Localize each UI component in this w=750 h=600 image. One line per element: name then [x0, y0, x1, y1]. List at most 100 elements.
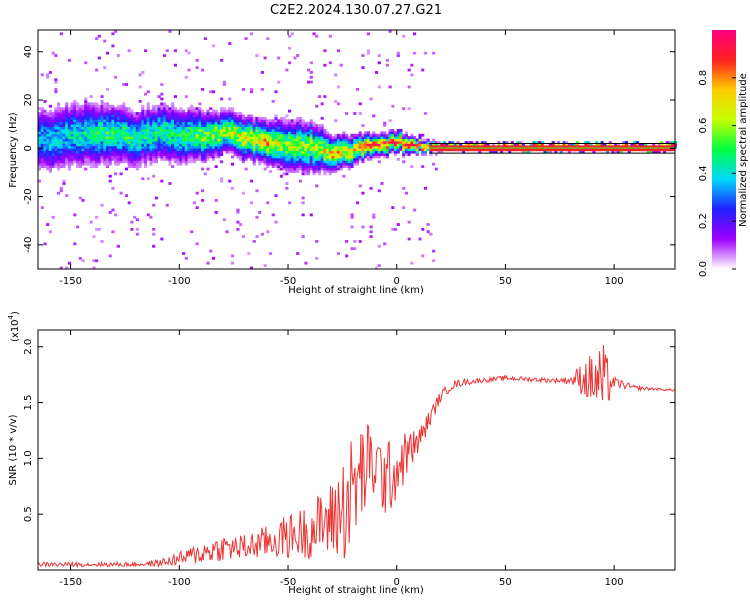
heatmap-cell: [383, 145, 387, 149]
heatmap-cell: [73, 109, 77, 113]
heatmap-cell: [369, 155, 373, 159]
heatmap-cell: [100, 240, 104, 243]
heatmap-cell: [141, 124, 145, 127]
heatmap-cell: [519, 143, 523, 147]
heatmap-cell: [347, 145, 351, 149]
heatmap-cell: [171, 109, 175, 113]
heatmap-cell: [54, 121, 58, 125]
heatmap-cell: [119, 104, 123, 108]
heatmap-cell: [369, 97, 373, 101]
heatmap-cell: [266, 157, 270, 161]
heatmap-cell: [160, 136, 164, 140]
heatmap-cell: [192, 148, 197, 152]
y-tick-label: 0: [23, 145, 34, 151]
heatmap-cell: [95, 259, 99, 263]
heatmap-cell: [122, 124, 126, 127]
heatmap-cell: [350, 215, 354, 219]
heatmap-cell: [233, 150, 237, 154]
heatmap-cell: [173, 128, 177, 132]
heatmap-cell: [138, 133, 142, 137]
heatmap-cell: [81, 157, 85, 161]
heatmap-cell: [198, 109, 202, 113]
heatmap-cell: [236, 150, 240, 154]
heatmap-cell: [122, 109, 126, 113]
heatmap-cell: [97, 104, 101, 108]
heatmap-cell: [211, 157, 216, 161]
heatmap-cell: [236, 124, 240, 127]
heatmap-cell: [114, 143, 118, 147]
heatmap-cell: [274, 128, 278, 132]
heatmap-cell: [312, 124, 316, 127]
heatmap-cell: [59, 131, 63, 135]
heatmap-cell: [119, 153, 123, 156]
heatmap-cell: [203, 114, 207, 118]
heatmap-cell: [116, 141, 120, 144]
heatmap-cell: [203, 136, 207, 140]
heatmap-cell: [358, 145, 362, 149]
heatmap-cell: [249, 114, 254, 118]
heatmap-cell: [76, 107, 80, 111]
heatmap-cell: [285, 182, 289, 185]
heatmap-cell: [84, 109, 88, 113]
heatmap-cell: [358, 133, 362, 137]
heatmap-cell: [103, 138, 107, 142]
heatmap-cell: [255, 189, 259, 193]
heatmap-cell: [334, 119, 338, 123]
heatmap-cell: [133, 138, 137, 142]
heatmap-cell: [97, 157, 101, 161]
heatmap-cell: [331, 150, 335, 154]
heatmap-cell: [413, 32, 417, 36]
heatmap-cell: [331, 160, 335, 164]
heatmap-cell: [160, 97, 164, 101]
heatmap-cell: [70, 109, 74, 113]
heatmap-cell: [358, 148, 362, 152]
heatmap-cell: [214, 133, 218, 137]
heatmap-cell: [211, 121, 216, 125]
heatmap-cell: [46, 155, 50, 159]
heatmap-cell: [130, 153, 134, 156]
heatmap-cell: [135, 138, 139, 142]
heatmap-cell: [146, 126, 150, 130]
heatmap-cell: [154, 157, 158, 161]
heatmap-cell: [103, 121, 107, 125]
heatmap-cell: [372, 136, 376, 140]
heatmap-cell: [323, 136, 327, 140]
heatmap-cell: [38, 107, 42, 111]
heatmap-cell: [65, 138, 69, 142]
heatmap-cell: [190, 143, 194, 147]
heatmap-cell: [268, 157, 273, 161]
heatmap-cell: [108, 126, 112, 130]
heatmap-cell: [285, 114, 289, 118]
heatmap-cell: [268, 121, 273, 125]
heatmap-cell: [127, 162, 131, 166]
heatmap-cell: [81, 107, 85, 111]
heatmap-cell: [663, 150, 667, 154]
heatmap-cell: [133, 116, 137, 120]
heatmap-cell: [374, 143, 379, 147]
heatmap-cell: [421, 68, 425, 72]
heatmap-cell: [203, 124, 207, 127]
heatmap-cell: [92, 141, 96, 144]
heatmap-cell: [187, 143, 191, 147]
heatmap-cell: [133, 157, 137, 161]
heatmap-cell: [62, 126, 66, 130]
heatmap-cell: [154, 121, 158, 125]
heatmap-cell: [241, 145, 245, 149]
heatmap-cell: [54, 157, 58, 161]
heatmap-cell: [399, 148, 403, 152]
heatmap-cell: [165, 124, 169, 127]
heatmap-cell: [317, 170, 322, 173]
heatmap-cell: [339, 160, 343, 164]
heatmap-cell: [54, 80, 58, 84]
heatmap-cell: [320, 150, 324, 154]
heatmap-cell: [182, 128, 186, 132]
heatmap-cell: [89, 150, 93, 154]
heatmap-cell: [326, 150, 330, 154]
heatmap-cell: [206, 114, 210, 118]
heatmap-cell: [304, 138, 308, 142]
heatmap-cell: [385, 141, 389, 144]
heatmap-cell: [353, 155, 357, 159]
heatmap-cell: [296, 128, 300, 132]
x-tick-label: -100: [168, 577, 191, 588]
heatmap-cell: [54, 143, 58, 147]
